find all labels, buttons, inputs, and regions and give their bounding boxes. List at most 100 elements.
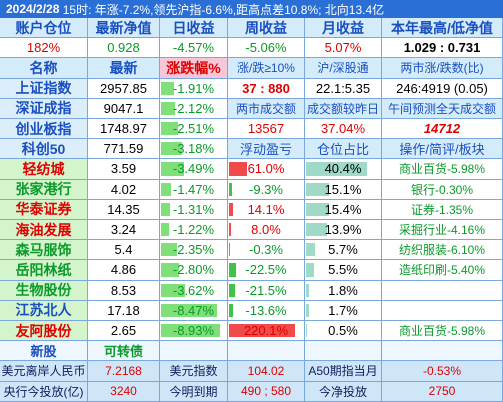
cell: 浮动盈亏 (228, 139, 305, 160)
cell: 仓位占比 (305, 139, 382, 160)
cell-text: -2.80% (172, 262, 215, 278)
cell: 采掘行业-4.16% (382, 220, 503, 241)
cell: 1.7% (305, 300, 382, 321)
cell-text: 可转债 (103, 344, 143, 360)
cell: 490 ; 580 (228, 381, 305, 402)
cell-text: 上证指数 (15, 80, 72, 97)
cell: 1.029 : 0.731 (382, 38, 503, 59)
cell-text: 7.2168 (105, 363, 142, 378)
cell-text: 仓位占比 (316, 142, 369, 158)
value-bar (306, 243, 315, 257)
cell: 13567 (228, 119, 305, 140)
cell: 纺织服装-6.10% (382, 240, 503, 261)
cell: -8.93% (160, 321, 228, 342)
cell: 5.7% (305, 240, 382, 261)
cell-text: 美元离岸人民币 (1, 364, 86, 379)
cell-text: 8.53 (110, 282, 137, 298)
cell: -2.80% (160, 260, 228, 281)
date: 2024/2/28 (6, 2, 60, 16)
cell-text: 37.04% (320, 121, 366, 137)
value-bar (161, 324, 220, 338)
cell-text: 8.0% (251, 222, 281, 238)
cell: 造纸印刷-5.40% (382, 260, 503, 281)
cell: -3.18% (160, 139, 228, 160)
cell: 上证指数 (0, 78, 88, 99)
cell-text: 5.5% (328, 262, 358, 278)
cell-text: -1.31% (172, 201, 215, 217)
cell-text: 2957.85 (100, 80, 147, 96)
value-bar (161, 122, 178, 136)
cell: 15.4% (305, 199, 382, 220)
cell: 两市涨/跌数(比) (382, 58, 503, 79)
cell-text: 银行-0.30% (410, 182, 474, 197)
cell-text: 沪/深股通 (317, 61, 369, 76)
cell: 14712 (382, 119, 503, 140)
cell-text: 40.4% (324, 161, 362, 177)
cell: 沪/深股通 (305, 58, 382, 79)
cell: 8.0% (228, 220, 305, 241)
cell: 最新净值 (88, 18, 160, 39)
cell-text: 生物股份 (15, 282, 72, 299)
cell-text: 15.4% (324, 201, 362, 217)
cell: -2.12% (160, 98, 228, 119)
cell-text: 名称 (29, 59, 58, 76)
cell: -1.31% (160, 199, 228, 220)
cell (305, 341, 382, 362)
value-bar (306, 223, 327, 237)
cell-text: 182% (26, 40, 61, 56)
cell: 日收益 (160, 18, 228, 39)
cell (228, 341, 305, 362)
cell-text: -4.57% (172, 40, 215, 56)
cell-text: 商业百货-5.98% (398, 162, 486, 177)
cell (382, 341, 503, 362)
value-bar (306, 182, 329, 196)
cell-text: 14712 (423, 121, 461, 137)
cell: -2.35% (160, 240, 228, 261)
cell-text: 本年最高/低净值 (391, 19, 493, 36)
cell-text: -1.22% (172, 222, 215, 238)
cell: -22.5% (228, 260, 305, 281)
cell: 深证成指 (0, 98, 88, 119)
cell-text: 轻纺城 (22, 160, 65, 177)
cell-text: 1.029 : 0.731 (403, 40, 481, 56)
cell: 4.02 (88, 179, 160, 200)
cell (382, 280, 503, 301)
cell-text: 2.65 (110, 323, 137, 339)
value-bar (161, 202, 170, 216)
cell: 37 : 880 (228, 78, 305, 99)
cell-text: 周收益 (245, 19, 287, 36)
cell: 3.24 (88, 220, 160, 241)
cell: -1.22% (160, 220, 228, 241)
cell-text: -22.5% (245, 262, 287, 278)
cell-text: 岳阳林纸 (15, 261, 72, 278)
cell: 今明到期 (160, 381, 228, 402)
cell-text: -2.35% (172, 242, 215, 258)
cell: 771.59 (88, 139, 160, 160)
cell-text: 日收益 (172, 19, 215, 36)
cell: -3.49% (160, 159, 228, 180)
cell: 美元指数 (160, 361, 228, 382)
cell-text: 5.7% (328, 242, 358, 258)
cell-text: -2.12% (172, 100, 215, 116)
cell: 华泰证券 (0, 199, 88, 220)
value-bar (229, 182, 232, 196)
value-bar (161, 162, 185, 176)
cell: 104.02 (228, 361, 305, 382)
cell-text: -0.3% (249, 242, 283, 258)
cell: 海油发展 (0, 220, 88, 241)
cell (160, 341, 228, 362)
cell: -13.6% (228, 300, 305, 321)
cell-text: 央行今投放(亿) (3, 384, 84, 399)
cell-text: 造纸印刷-5.40% (398, 263, 486, 278)
cell-text: 两市涨/跌数(比) (400, 61, 484, 76)
cell-text: 0.5% (328, 323, 358, 339)
value-bar (306, 283, 309, 297)
cell: -4.57% (160, 38, 228, 59)
cell-text: 商业百货-5.98% (398, 324, 486, 339)
cell-text: -8.47% (172, 302, 215, 318)
cell: 最新 (88, 58, 160, 79)
cell: -9.3% (228, 179, 305, 200)
cell-text: -13.6% (245, 302, 287, 318)
cell-text: -1.47% (172, 181, 215, 197)
